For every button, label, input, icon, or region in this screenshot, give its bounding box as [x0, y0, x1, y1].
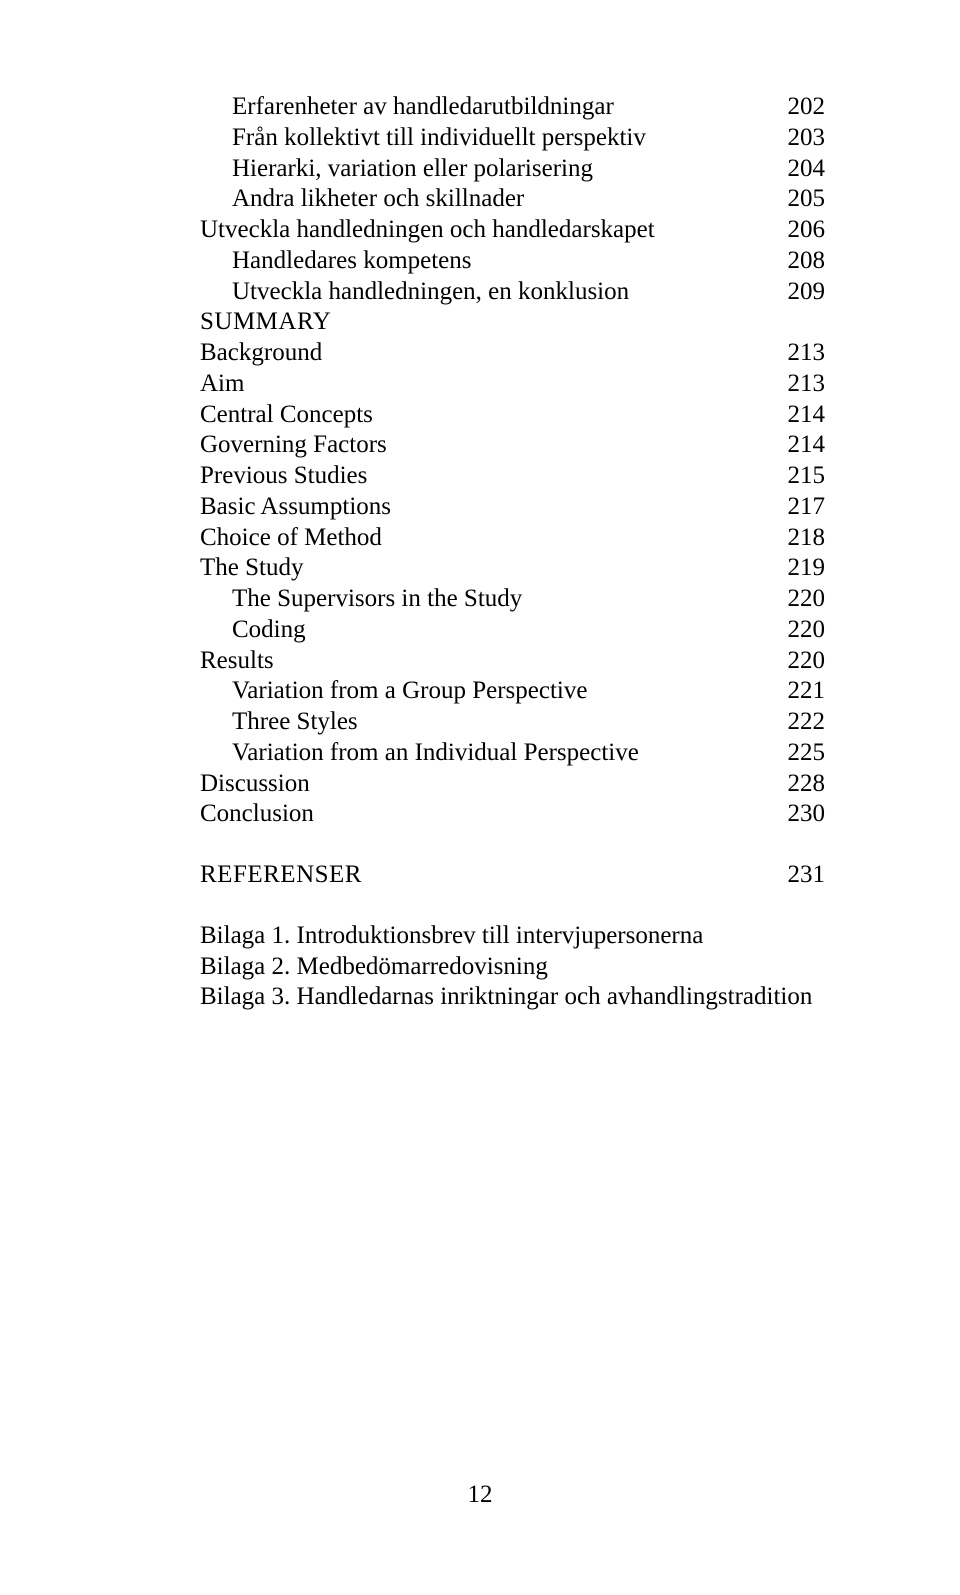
toc-label: Coding [200, 615, 306, 646]
toc-label: Three Styles [200, 707, 358, 738]
toc-label: Hierarki, variation eller polarisering [200, 154, 593, 185]
toc-page-number: 204 [765, 154, 825, 185]
appendices-list: Bilaga 1. Introduktionsbrev till intervj… [200, 921, 825, 1013]
page: Erfarenheter av handledarutbildningar 202… [0, 0, 960, 1595]
toc-label: Utveckla handledningen, en konklusion [200, 277, 629, 308]
toc-row: Background 213 [200, 338, 825, 369]
toc-row: Hierarki, variation eller polarisering 20… [200, 154, 825, 185]
toc-label: Previous Studies [200, 461, 367, 492]
toc-row: Discussion 228 [200, 769, 825, 800]
toc-label: Discussion [200, 769, 310, 800]
toc-row: Governing Factors 214 [200, 430, 825, 461]
toc-row: Erfarenheter av handledarutbildningar 202 [200, 92, 825, 123]
toc-page-number: 205 [765, 184, 825, 215]
toc-label: Andra likheter och skillnader [200, 184, 524, 215]
toc-page-number: 220 [765, 646, 825, 677]
toc-page-number: 214 [765, 430, 825, 461]
toc-row: Central Concepts 214 [200, 400, 825, 431]
toc-page-number: 218 [765, 523, 825, 554]
toc-page-number: 228 [765, 769, 825, 800]
toc-row: The Study 219 [200, 553, 825, 584]
toc-label: Utveckla handledningen och handledarskap… [200, 215, 655, 246]
toc-row: Från kollektivt till individuellt perspe… [200, 123, 825, 154]
toc-label: Från kollektivt till individuellt perspe… [200, 123, 646, 154]
page-number: 12 [0, 1481, 960, 1509]
toc-label: Conclusion [200, 799, 314, 830]
toc-page-number: 215 [765, 461, 825, 492]
toc-page-number: 220 [765, 584, 825, 615]
toc-row: Variation from a Group Perspective 221 [200, 676, 825, 707]
toc-label: Basic Assumptions [200, 492, 391, 523]
references-row: REFERENSER 231 [200, 860, 825, 891]
toc-label: Variation from an Individual Perspective [200, 738, 639, 769]
toc-label: The Study [200, 553, 303, 584]
toc-page-number: 220 [765, 615, 825, 646]
toc-row: Results 220 [200, 646, 825, 677]
toc-row: Utveckla handledningen och handledarskap… [200, 215, 825, 246]
toc-row: Andra likheter och skillnader 205 [200, 184, 825, 215]
toc-row: Handledares kompetens 208 [200, 246, 825, 277]
toc-label: Erfarenheter av handledarutbildningar [200, 92, 614, 123]
references-label: REFERENSER [200, 860, 362, 891]
toc-row: Aim 213 [200, 369, 825, 400]
toc-page-number: 219 [765, 553, 825, 584]
toc-label: Governing Factors [200, 430, 387, 461]
toc-row: Variation from an Individual Perspective… [200, 738, 825, 769]
toc-label: The Supervisors in the Study [200, 584, 522, 615]
toc-row: Previous Studies 215 [200, 461, 825, 492]
appendix-line: Bilaga 1. Introduktionsbrev till intervj… [200, 921, 825, 952]
toc-page-number: 202 [765, 92, 825, 123]
toc-row: Choice of Method 218 [200, 523, 825, 554]
toc-page-number: 217 [765, 492, 825, 523]
toc-label: Background [200, 338, 322, 369]
toc-page-number: 213 [765, 369, 825, 400]
toc-page-number: 225 [765, 738, 825, 769]
toc-label: Choice of Method [200, 523, 382, 554]
appendix-line: Bilaga 2. Medbedömarredovisning [200, 952, 825, 983]
toc-row: Coding 220 [200, 615, 825, 646]
toc-page-number: 206 [765, 215, 825, 246]
toc-page-number: 214 [765, 400, 825, 431]
toc-row: Utveckla handledningen, en konklusion 209 [200, 277, 825, 308]
appendix-line: Bilaga 3. Handledarnas inriktningar och … [200, 982, 825, 1013]
toc-page-number: 203 [765, 123, 825, 154]
toc-row: Three Styles 222 [200, 707, 825, 738]
table-of-contents: Erfarenheter av handledarutbildningar 202… [200, 92, 825, 830]
toc-label: SUMMARY [200, 307, 331, 338]
toc-row: Basic Assumptions 217 [200, 492, 825, 523]
references-page: 231 [765, 860, 825, 891]
toc-page-number: 208 [765, 246, 825, 277]
toc-label: Aim [200, 369, 244, 400]
toc-page-number: 221 [765, 676, 825, 707]
toc-label: Variation from a Group Perspective [200, 676, 587, 707]
toc-page-number: 222 [765, 707, 825, 738]
toc-label: Handledares kompetens [200, 246, 472, 277]
toc-label: Central Concepts [200, 400, 373, 431]
toc-row: SUMMARY [200, 307, 825, 338]
toc-page-number: 213 [765, 338, 825, 369]
toc-row: The Supervisors in the Study 220 [200, 584, 825, 615]
toc-page-number: 209 [765, 277, 825, 308]
toc-page-number: 230 [765, 799, 825, 830]
toc-label: Results [200, 646, 274, 677]
toc-row: Conclusion 230 [200, 799, 825, 830]
